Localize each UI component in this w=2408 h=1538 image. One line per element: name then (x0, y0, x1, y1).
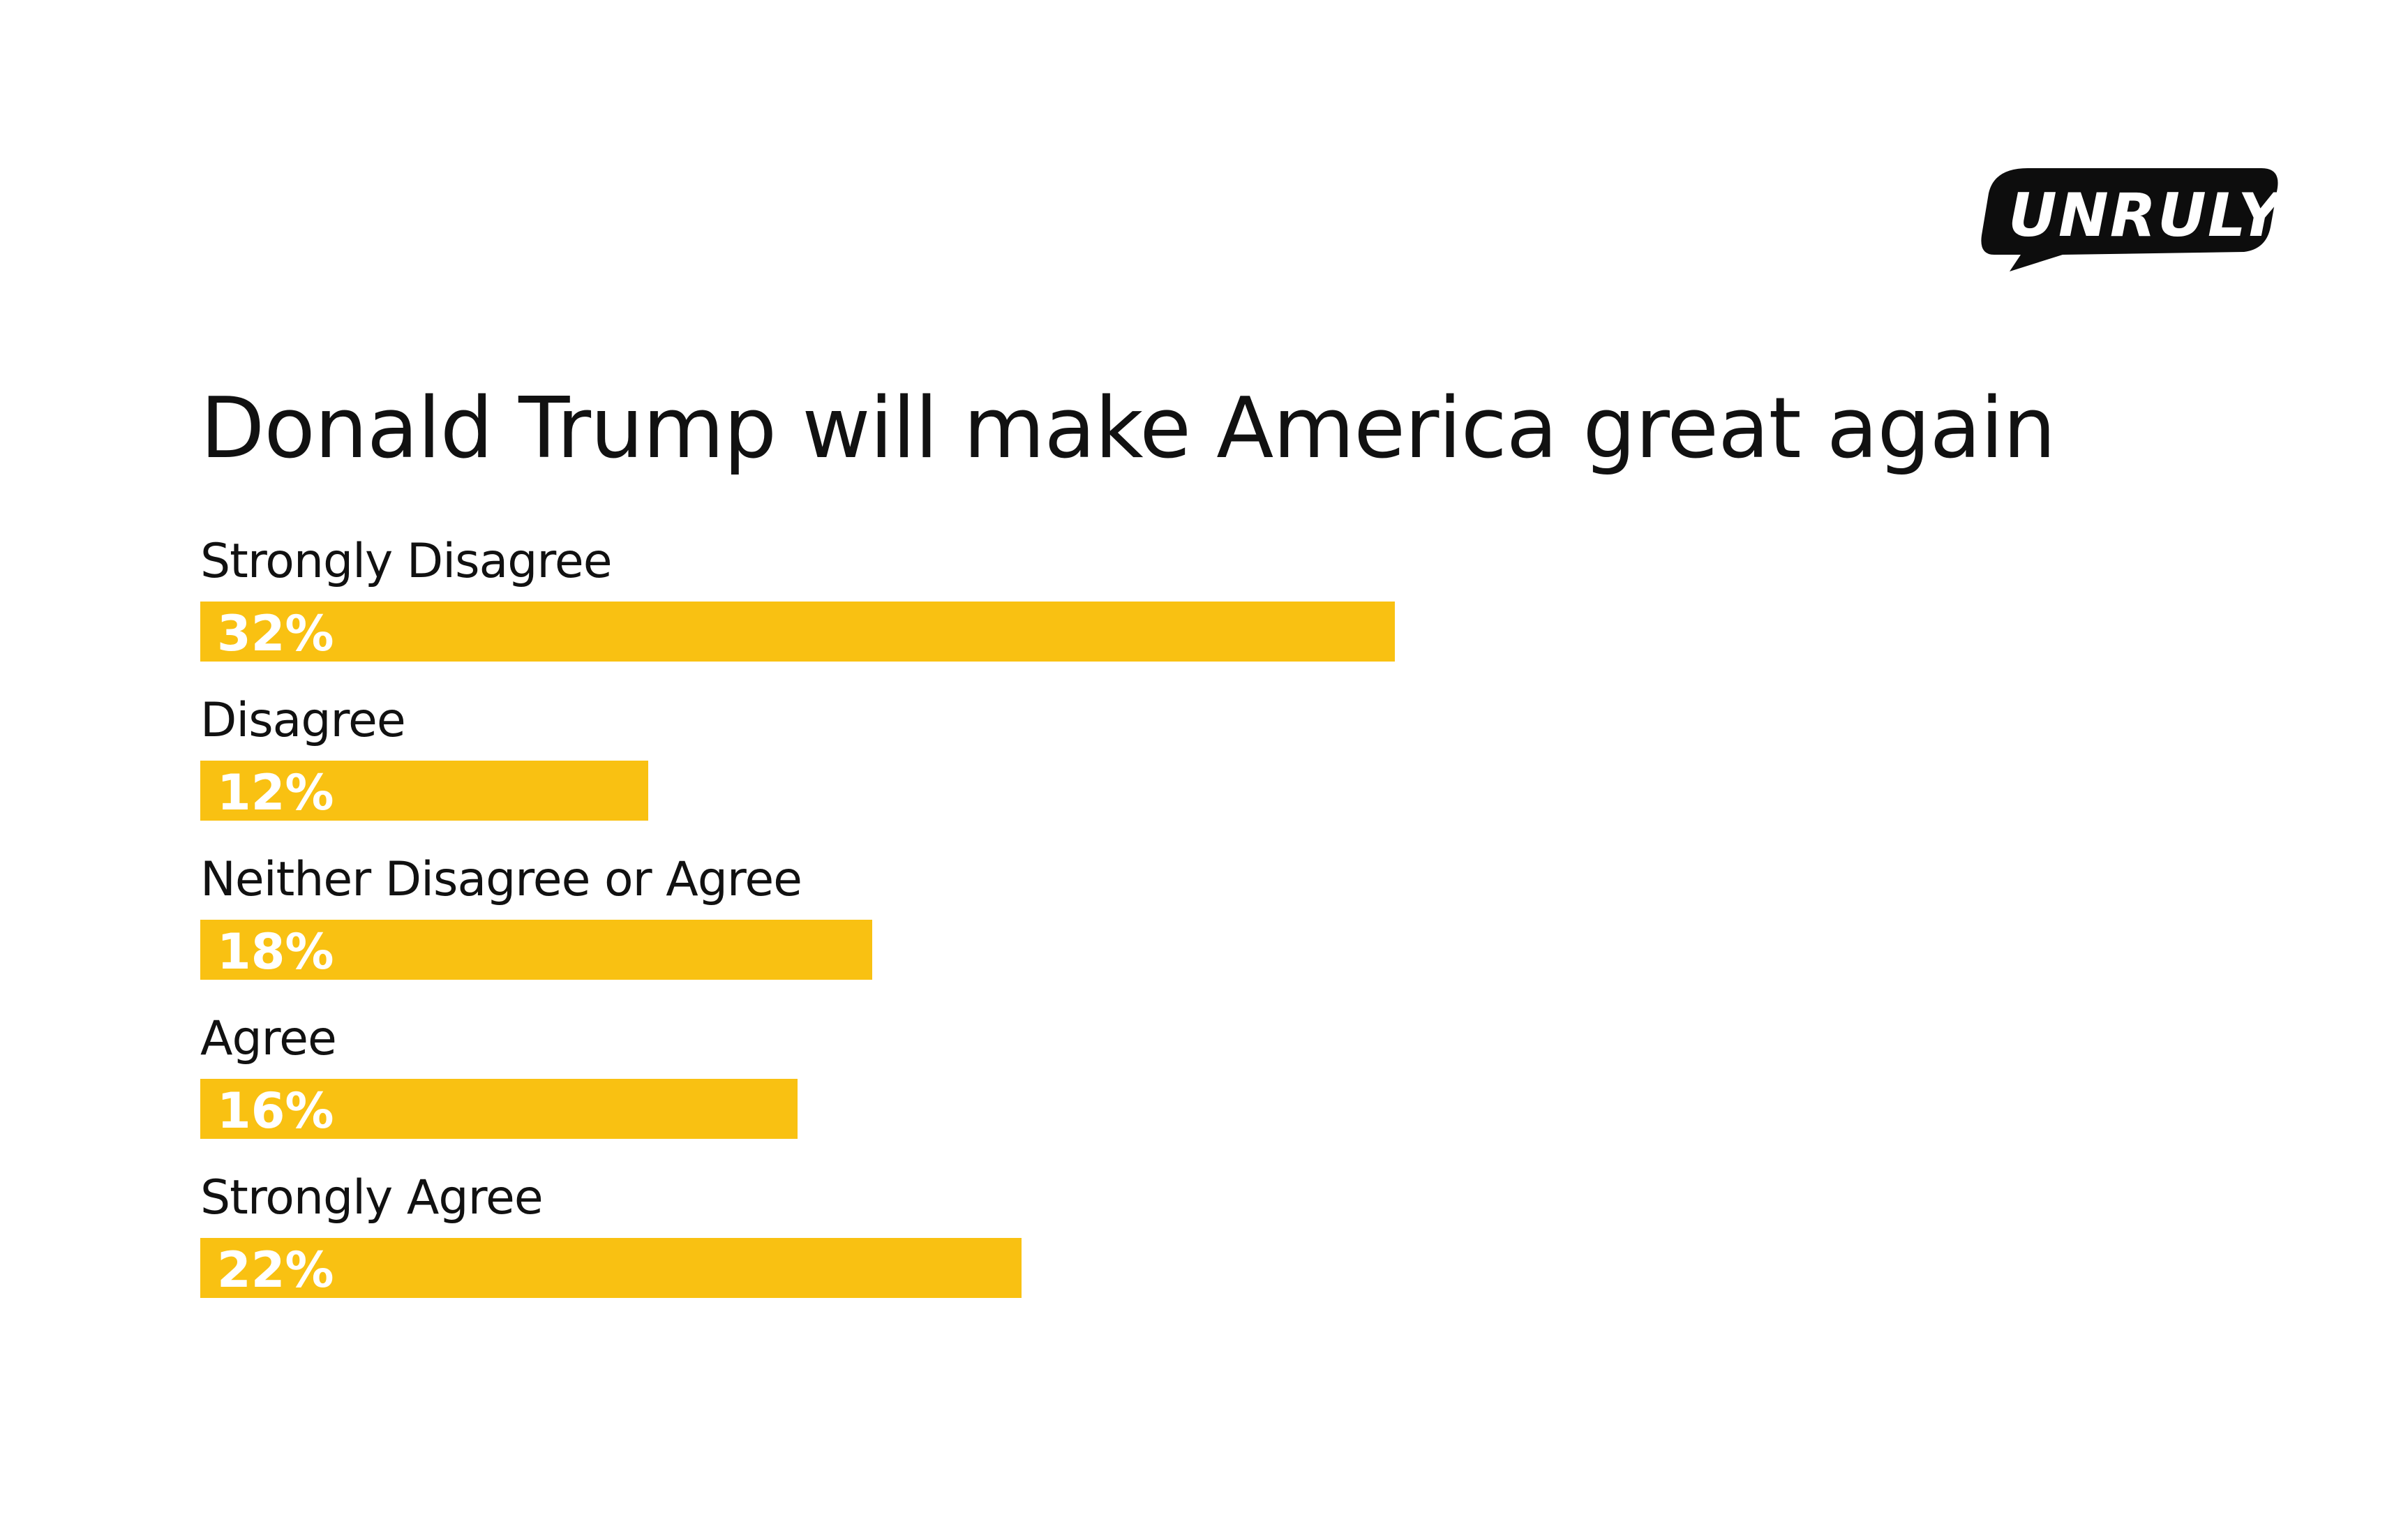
category-label: Disagree (200, 693, 406, 748)
logo-speech-bubble-icon (1981, 168, 2278, 271)
chart-title: Donald Trump will make America great aga… (200, 380, 2056, 477)
bar: 22% (200, 1238, 1022, 1299)
bar-value-label: 16% (217, 1082, 334, 1140)
bar-chart: Strongly Disagree 32% Disagree 12% Neither D… (200, 530, 1945, 1312)
bar-row: Agree 16% (200, 1008, 1945, 1147)
bar-value-label: 22% (217, 1241, 334, 1299)
bar: 16% (200, 1079, 798, 1140)
bar-value-label: 12% (217, 764, 334, 821)
bar: 18% (200, 920, 872, 980)
bar-row: Strongly Agree 22% (200, 1167, 1945, 1306)
unruly-logo: UNRULY (1979, 163, 2283, 274)
category-label: Strongly Agree (200, 1170, 544, 1225)
category-label: Neither Disagree or Agree (200, 852, 802, 907)
bar: 32% (200, 602, 1395, 662)
logo-text: UNRULY (2008, 181, 2283, 251)
bar-row: Strongly Disagree 32% (200, 530, 1945, 670)
category-label: Strongly Disagree (200, 534, 613, 589)
bar-value-label: 18% (217, 923, 334, 980)
category-label: Agree (200, 1011, 337, 1066)
bar-row: Disagree 12% (200, 689, 1945, 829)
bar-row: Neither Disagree or Agree 18% (200, 849, 1945, 988)
bar: 12% (200, 761, 648, 821)
bar-value-label: 32% (217, 605, 334, 662)
